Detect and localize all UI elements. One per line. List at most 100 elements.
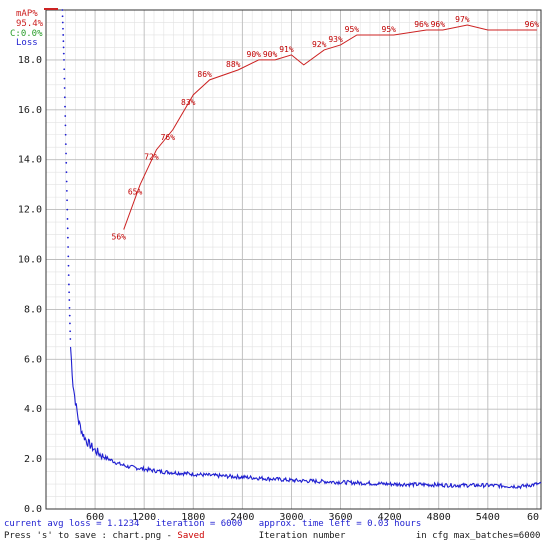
x-tick-label: 3600 [328, 512, 352, 520]
map-point-label: 72% [144, 153, 159, 162]
loss-point [63, 77, 66, 80]
loss-point [66, 218, 69, 220]
loss-point [68, 306, 71, 309]
loss-point [63, 96, 66, 99]
iteration-text: iteration = 6000 [155, 519, 243, 529]
loss-point [68, 283, 70, 286]
map-point-label: 86% [197, 70, 212, 79]
loss-line [69, 346, 542, 490]
x-tick-label: 2400 [230, 512, 254, 520]
loss-point [66, 208, 69, 211]
plot-frame [45, 9, 542, 510]
loss-point [67, 264, 70, 267]
y-tick-label: 16.0 [18, 105, 42, 116]
legend-loss-label: Loss [16, 38, 38, 48]
y-tick-label: 12.0 [18, 205, 42, 216]
legend: mAP% 95.4% C:0.0% Loss [10, 8, 58, 48]
y-tick-label: 4.0 [24, 404, 42, 415]
map-point-label: 96% [431, 20, 446, 29]
save-prompt: Press 's' to save : chart.png - [4, 531, 172, 541]
legend-map-value: 95.4% [16, 19, 44, 29]
y-tick-label: 6.0 [24, 354, 42, 365]
loss-point [68, 291, 71, 294]
legend-conf-label: C:0.0% [10, 29, 43, 39]
x-tick-label: 4200 [378, 512, 402, 520]
x-tick-label: 600 [86, 512, 104, 520]
loss-point [62, 46, 65, 49]
loss-point [63, 59, 65, 61]
loss-point [64, 143, 67, 146]
training-chart: 0.0 2.0 4.0 6.0 8.0 10.0 12.0 14.0 16.0 18.0 600 1… [10, 8, 542, 520]
saved-text: Saved [177, 531, 205, 541]
loss-point [61, 15, 64, 18]
y-tick-label: 2.0 [24, 454, 42, 465]
loss-point [67, 255, 70, 258]
y-axis-ticks: 0.0 2.0 4.0 6.0 8.0 10.0 12.0 14.0 16.0 18.0 [18, 55, 42, 515]
loss-point [66, 227, 69, 230]
loss-point [61, 21, 64, 24]
map-point-label: 96% [525, 20, 540, 29]
loss-point [65, 152, 67, 155]
x-axis-title: Iteration number [258, 531, 346, 541]
loss-point [64, 124, 67, 127]
loss-point [62, 40, 65, 43]
loss-point [62, 27, 64, 30]
loss-point [64, 133, 67, 136]
loss-point [67, 274, 70, 276]
map-point-label: 93% [328, 35, 343, 44]
map-point-label: 95% [382, 25, 397, 34]
x-tick-label: 1800 [181, 512, 205, 520]
loss-point [63, 87, 66, 89]
loss-point [64, 115, 67, 117]
map-point-label: 56% [112, 233, 127, 242]
loss-point [61, 9, 64, 11]
x-tick-label: 4800 [427, 512, 451, 520]
map-point-label: 95% [345, 25, 360, 34]
map-point-label: 92% [312, 40, 327, 49]
avg-loss-text: current avg loss = 1.1234 [4, 519, 140, 529]
loss-point [65, 180, 68, 183]
loss-point [62, 52, 65, 55]
map-series: 56%65%72%76%83%86%88%90% 90%91%92%93%95% 9… [112, 15, 540, 242]
loss-point [65, 161, 68, 164]
loss-point [64, 105, 66, 108]
status-line-1: current avg loss = 1.1234 iteration = 60… [4, 519, 421, 529]
max-batches-text: in cfg max_batches=6000 [415, 531, 541, 541]
loss-point [65, 189, 68, 192]
status-line-2: Press 's' to save : chart.png - Saved It… [4, 531, 540, 541]
y-tick-label: 10.0 [18, 255, 42, 266]
loss-point [63, 68, 66, 71]
map-point-label: 90% [247, 50, 262, 59]
loss-point [62, 34, 65, 36]
x-axis-ticks: 600 1200 1800 2400 3000 3600 4200 4800 5400 60 [86, 512, 539, 520]
legend-map-label: mAP% [16, 9, 38, 19]
y-tick-label: 8.0 [24, 304, 42, 315]
x-tick-label: 3000 [279, 512, 303, 520]
x-tick-label: 5400 [476, 512, 500, 520]
loss-point [68, 314, 71, 317]
loss-point [69, 330, 72, 333]
y-tick-label: 18.0 [18, 55, 42, 66]
map-point-label: 91% [279, 45, 294, 54]
map-point-label: 90% [263, 50, 278, 59]
map-point-label: 65% [128, 188, 143, 197]
loss-point [68, 299, 71, 301]
loss-point [69, 338, 72, 340]
y-tick-label: 14.0 [18, 155, 42, 166]
time-left-text: approx. time left = 0.03 hours [258, 519, 422, 529]
loss-point [65, 171, 68, 174]
map-line [123, 24, 537, 230]
map-point-label: 76% [161, 133, 176, 142]
map-point-label: 83% [181, 98, 196, 107]
loss-point [67, 246, 69, 248]
loss-series [61, 9, 542, 490]
loss-point [66, 199, 68, 202]
y-tick-label: 0.0 [24, 504, 42, 515]
x-tick-label: 1200 [132, 512, 156, 520]
loss-point [69, 322, 71, 325]
map-point-label: 96% [414, 20, 429, 29]
map-point-label: 88% [226, 60, 241, 69]
map-point-label: 97% [455, 15, 470, 24]
loss-point [66, 236, 69, 239]
x-tick-label: 60 [527, 512, 539, 520]
